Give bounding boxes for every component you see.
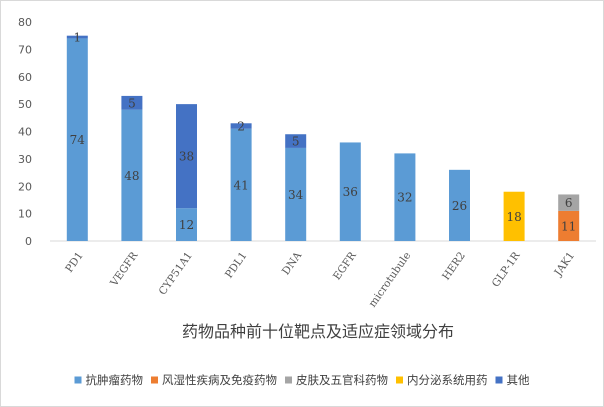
bars — [66, 35, 580, 241]
data-label: 11 — [561, 219, 576, 233]
data-label: 5 — [292, 135, 300, 149]
x-tick-label: DNA — [280, 250, 305, 278]
data-label: 48 — [124, 169, 139, 183]
y-tick-label: 30 — [18, 153, 32, 166]
x-axis-ticks: PD1 VEGFR CYP51A1 PDL1 DNA EGFR microtubule HER… — [63, 249, 577, 310]
data-label: 5 — [128, 96, 136, 110]
x-tick-label: PDL1 — [223, 250, 250, 281]
y-tick-label: 10 — [18, 208, 32, 221]
data-label: 41 — [233, 178, 248, 192]
legend-label: 皮肤及五官科药物 — [296, 373, 388, 387]
x-tick-label: JAK1 — [552, 250, 578, 279]
x-tick-label: GLP-1R — [490, 249, 523, 290]
x-tick-label: PD1 — [63, 250, 86, 275]
bar-segment — [503, 191, 525, 241]
bar-segment — [176, 104, 197, 209]
chart-title: 药物品种前十位靶点及适应症领域分布 — [182, 322, 454, 341]
legend-label: 风湿性疾病及免疫药物 — [162, 373, 277, 387]
data-labels: 74 1 48 5 12 38 41 2 34 5 36 32 26 18 11 6 — [70, 31, 577, 234]
data-label: 74 — [70, 133, 86, 147]
data-label: 18 — [506, 210, 521, 224]
bar-segment — [558, 210, 580, 241]
bar-segment — [121, 109, 143, 241]
bar-segment — [285, 147, 307, 241]
data-label: 36 — [343, 185, 358, 199]
data-label: 12 — [179, 218, 194, 232]
y-tick-label: 0 — [25, 235, 32, 248]
x-tick-label: HER2 — [440, 250, 468, 283]
bar-segment — [339, 142, 361, 241]
data-label: 1 — [73, 31, 81, 45]
y-tick-label: 70 — [18, 43, 32, 56]
data-label: 6 — [565, 196, 573, 210]
data-label: 34 — [288, 188, 304, 202]
x-tick-label: microtubule — [366, 250, 413, 310]
x-tick-label: EGFR — [331, 249, 359, 282]
legend: 抗肿瘤药物 风湿性疾病及免疫药物 皮肤及五官科药物 内分泌系统用药 其他 — [74, 373, 530, 387]
bar-segment — [230, 128, 252, 241]
legend-swatch — [74, 376, 82, 384]
data-label: 32 — [397, 191, 412, 205]
bar-segment — [449, 169, 470, 241]
legend-swatch — [285, 376, 292, 384]
x-tick-label: VEGFR — [108, 249, 141, 289]
bar-segment — [121, 95, 143, 110]
y-tick-label: 40 — [18, 126, 32, 139]
y-tick-label: 50 — [18, 98, 32, 111]
data-label: 38 — [179, 150, 194, 164]
y-tick-label: 80 — [18, 16, 32, 29]
legend-swatch — [495, 376, 503, 384]
data-label: 2 — [237, 120, 245, 134]
bar-segment — [285, 134, 307, 148]
bar-segment — [66, 35, 88, 39]
bar-segment — [66, 38, 88, 241]
bar-segment — [230, 123, 252, 129]
y-tick-label: 20 — [18, 180, 32, 193]
legend-label: 其他 — [507, 373, 530, 387]
bar-segment — [558, 194, 580, 211]
legend-swatch — [151, 376, 158, 384]
y-axis-ticks: 0 10 20 30 40 50 60 70 80 — [18, 16, 32, 248]
legend-swatch — [396, 376, 403, 384]
x-tick-label: CYP51A1 — [157, 250, 195, 298]
legend-label: 抗肿瘤药物 — [86, 373, 144, 387]
bar-segment — [176, 208, 197, 241]
y-tick-label: 60 — [18, 71, 32, 84]
data-label: 26 — [452, 199, 467, 213]
bar-segment — [394, 153, 416, 241]
legend-label: 内分泌系统用药 — [407, 373, 488, 387]
